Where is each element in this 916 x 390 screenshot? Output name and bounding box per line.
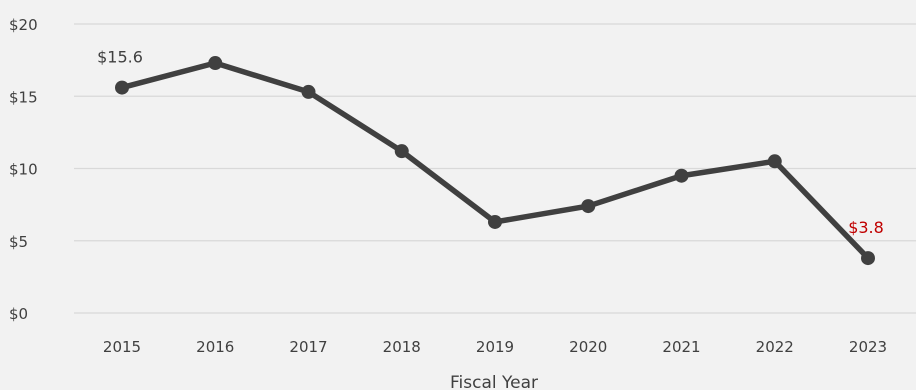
x-tick-label: 2021 [662,338,700,356]
y-tick-label: $0 [9,305,28,323]
gridlines [74,23,916,314]
x-tick-label: 2023 [849,338,887,356]
data-point [674,168,689,183]
x-axis-title: Fiscal Year [450,373,538,390]
data-labels: $15.6 $3.8 [97,48,884,238]
x-tick-label: 2020 [569,338,607,356]
y-tick-label: $20 [9,16,38,34]
x-tick-label: 2017 [289,338,327,356]
data-label: $3.8 [848,218,884,237]
x-tick-label: 2019 [476,338,514,356]
data-point [301,84,316,99]
data-label: $15.6 [97,48,143,67]
y-axis-ticks: $0 $5 $10 $15 $20 [9,16,38,323]
x-tick-label: 2018 [383,338,421,356]
data-point [208,56,223,71]
data-point [581,199,596,214]
y-tick-label: $15 [9,88,38,106]
x-tick-label: 2022 [756,338,794,356]
data-points [115,56,875,266]
data-point [115,80,129,95]
y-tick-label: $10 [9,161,38,179]
y-tick-label: $5 [9,233,28,251]
data-point [861,251,875,266]
x-tick-label: 2016 [196,338,234,356]
data-point [767,154,782,169]
data-point [394,144,409,159]
x-axis-ticks: 2015 2016 2017 2018 2019 2020 2021 2022 2023 [103,338,887,356]
data-point [488,214,502,229]
x-tick-label: 2015 [103,338,141,356]
